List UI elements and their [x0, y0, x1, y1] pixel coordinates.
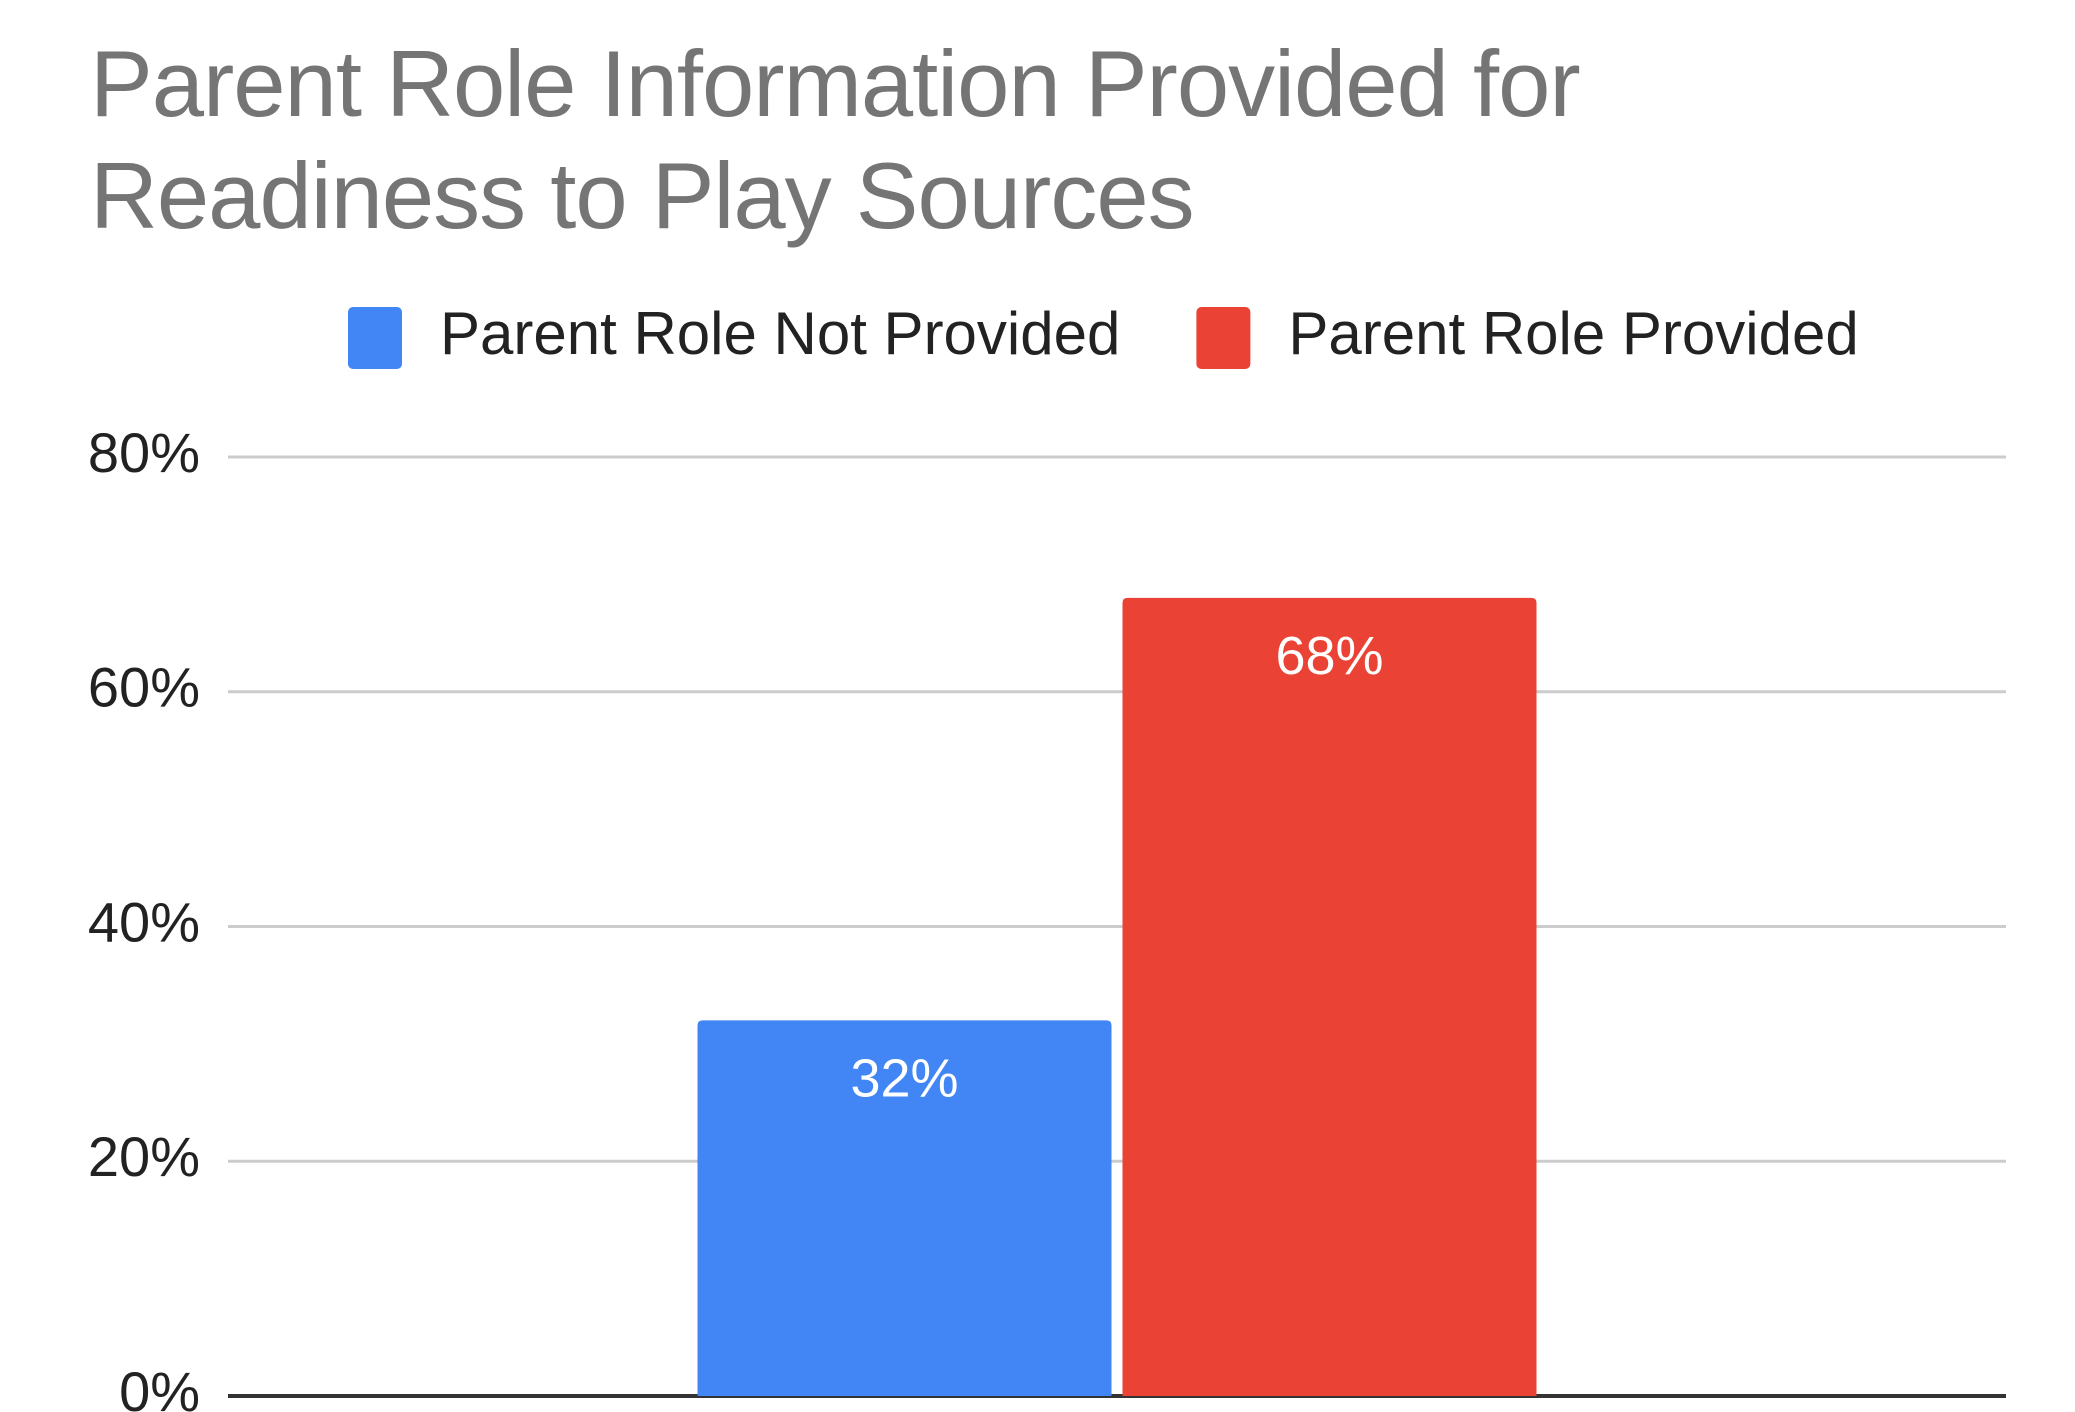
data-label: 68%: [1275, 626, 1383, 686]
y-tick-label: 0%: [119, 1360, 200, 1412]
legend-label: Parent Role Provided: [1288, 300, 1858, 367]
bar: [1122, 597, 1537, 1396]
legend-swatch: [1196, 307, 1251, 369]
bar: [697, 1020, 1112, 1396]
legend-label: Parent Role Not Provided: [440, 300, 1120, 367]
chart-title: Parent Role Information Provided for Rea…: [90, 31, 1581, 248]
data-label: 32%: [850, 1049, 958, 1109]
y-tick-label: 60%: [88, 656, 200, 719]
y-tick-label: 80%: [88, 421, 200, 484]
legend-swatch: [348, 307, 402, 369]
y-tick-label: 20%: [88, 1125, 200, 1188]
y-tick-label: 40%: [88, 890, 200, 953]
